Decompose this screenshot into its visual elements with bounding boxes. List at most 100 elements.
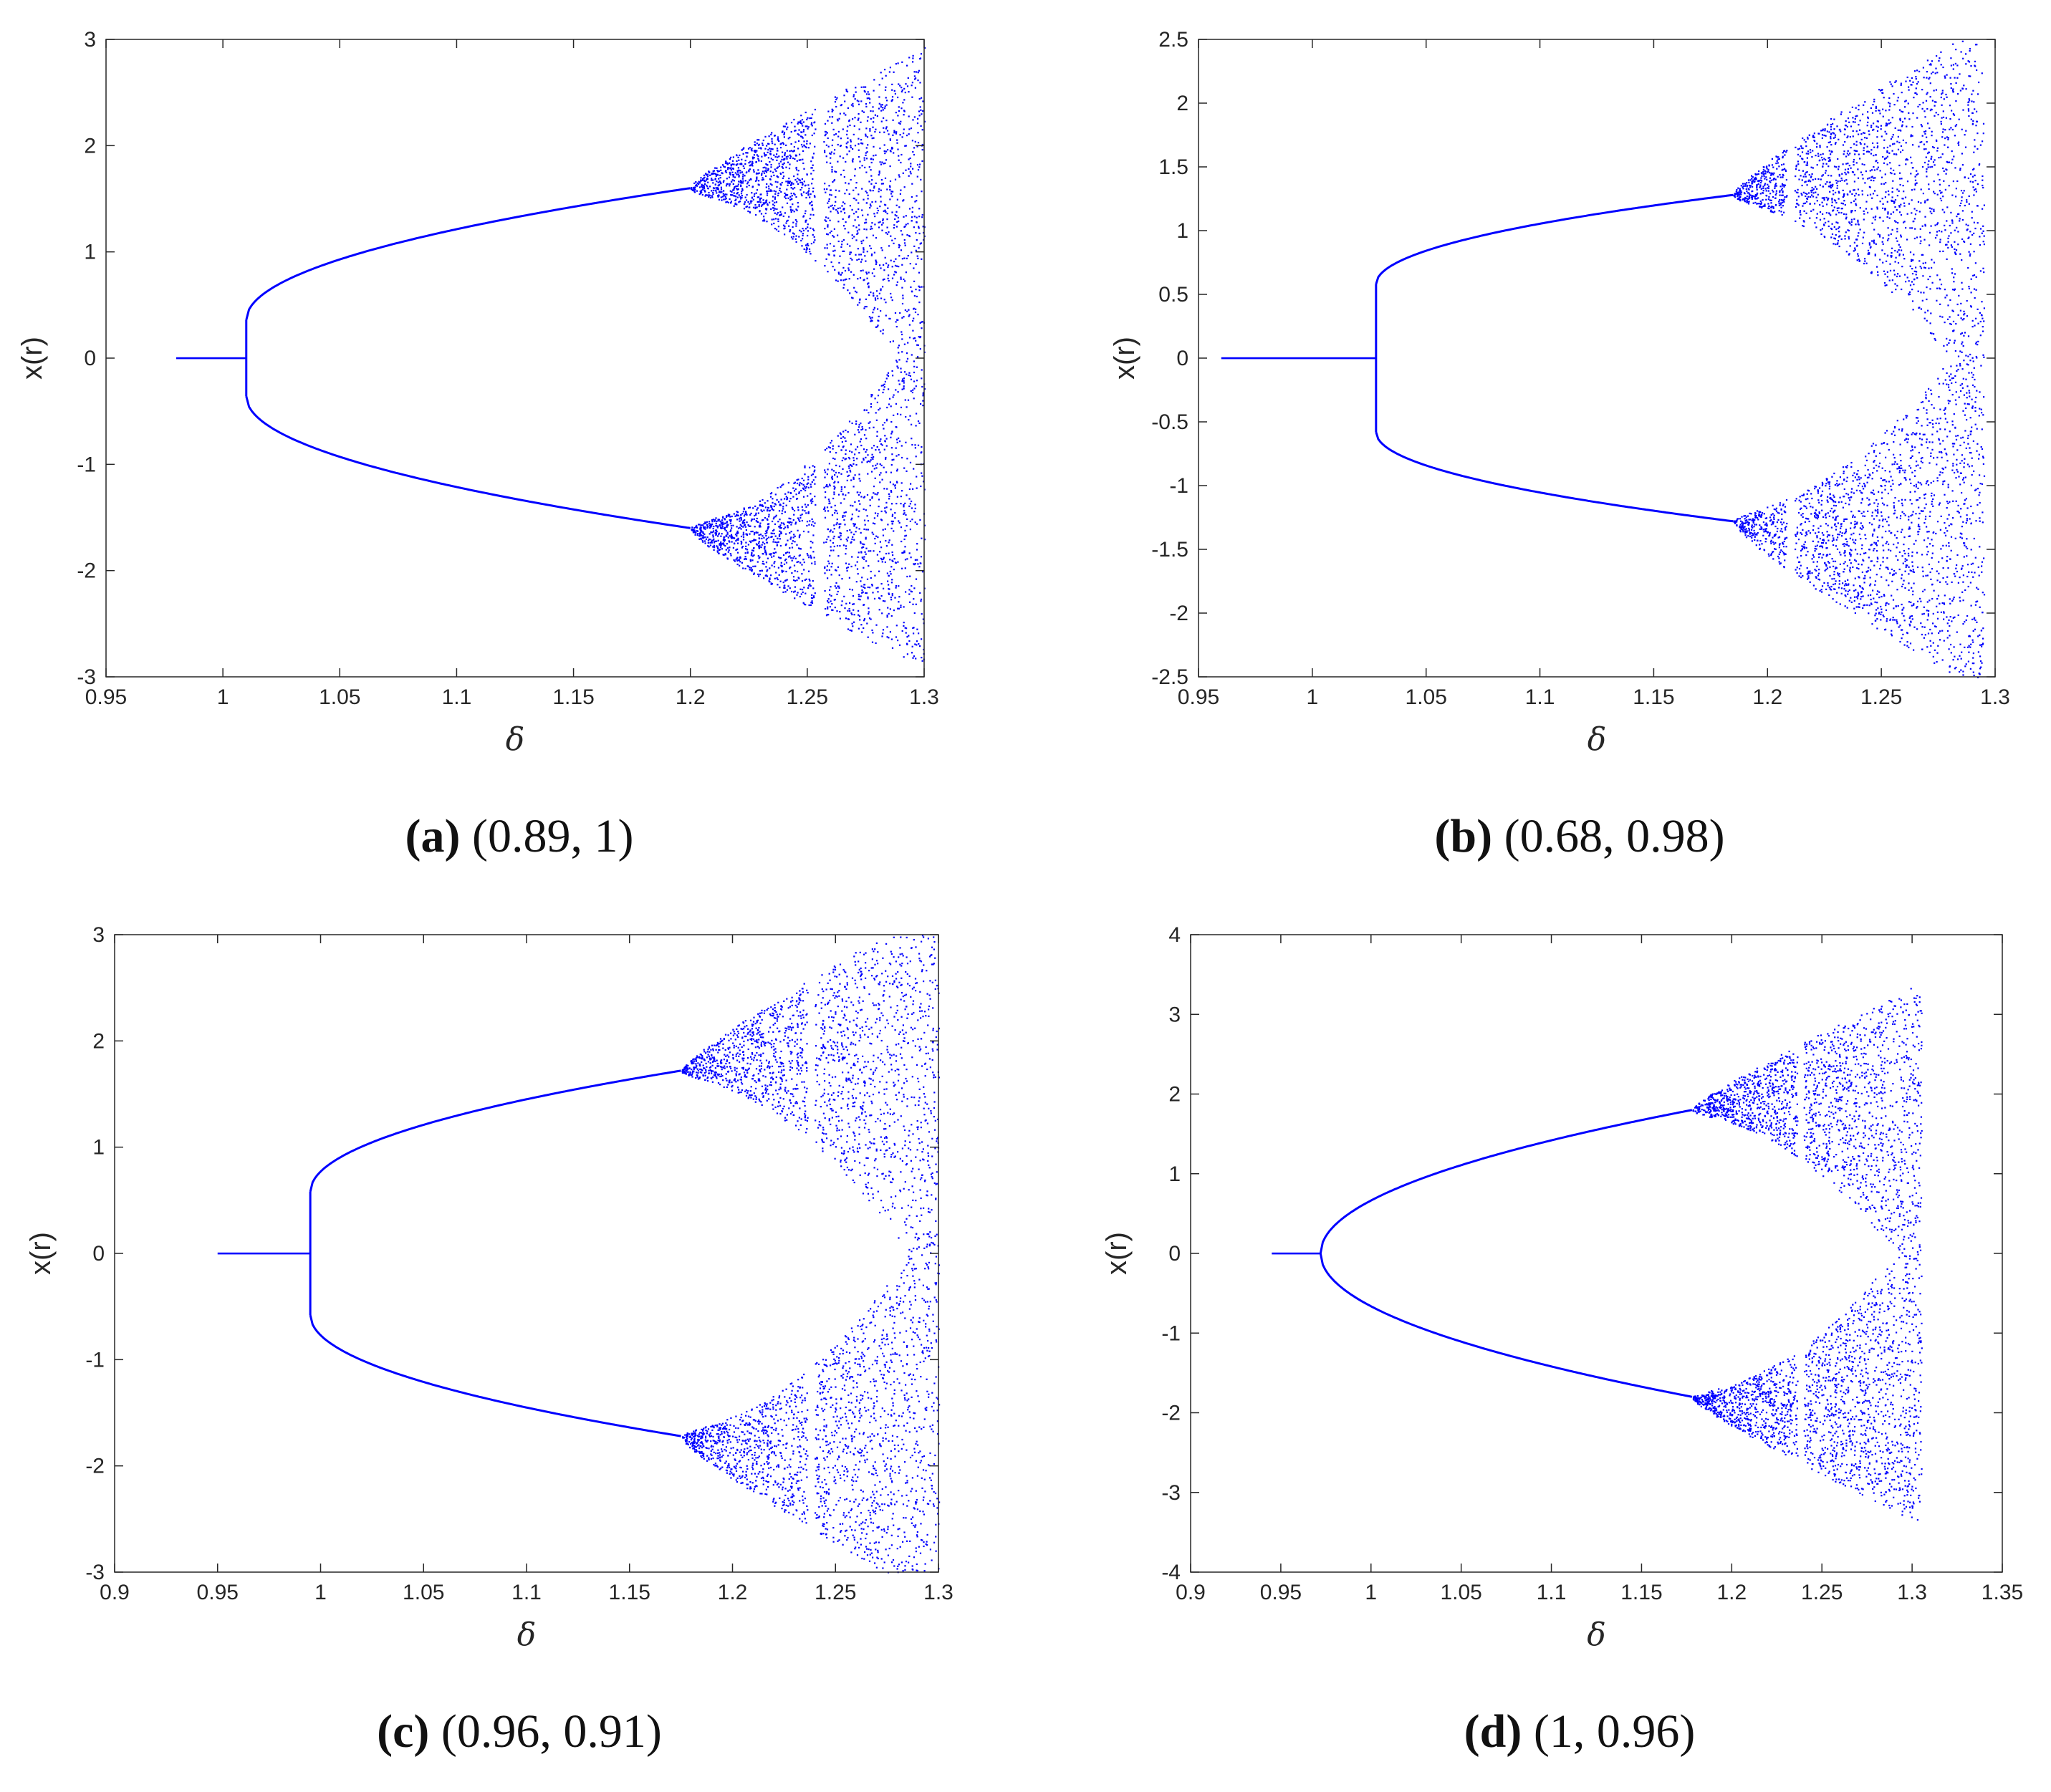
data-point <box>744 163 746 165</box>
data-point <box>826 473 828 476</box>
data-point <box>809 218 811 220</box>
data-point <box>1944 408 1946 410</box>
data-point <box>914 643 916 645</box>
data-point <box>859 440 861 443</box>
data-point <box>714 540 716 542</box>
data-point <box>771 583 774 585</box>
data-point <box>870 403 873 405</box>
data-point <box>871 394 873 396</box>
data-point <box>723 195 725 197</box>
data-point <box>1844 605 1846 607</box>
data-point <box>870 319 873 322</box>
data-point <box>843 511 845 514</box>
data-point <box>1934 662 1936 664</box>
data-point <box>809 520 811 522</box>
data-point <box>1828 157 1830 159</box>
data-point <box>1781 513 1783 516</box>
data-point <box>864 524 866 526</box>
data-point <box>1803 505 1805 507</box>
data-point <box>1958 141 1960 143</box>
data-point <box>814 483 816 485</box>
data-point <box>845 189 848 191</box>
data-point <box>744 556 746 558</box>
data-point <box>1864 474 1866 476</box>
data-point <box>843 498 845 500</box>
data-point <box>704 528 706 530</box>
data-point <box>722 542 724 544</box>
data-point <box>1928 77 1931 79</box>
data-point <box>888 403 890 405</box>
data-point <box>904 226 906 228</box>
data-point <box>838 261 840 264</box>
data-point <box>809 466 811 468</box>
data-point <box>1906 76 1908 79</box>
data-point <box>733 195 735 197</box>
data-point <box>761 569 763 572</box>
data-point <box>833 134 835 136</box>
data-point <box>793 193 795 195</box>
data-point <box>850 145 852 147</box>
data-point <box>885 127 887 130</box>
data-point <box>711 541 713 544</box>
data-point <box>777 175 779 178</box>
data-point <box>918 232 921 235</box>
data-point <box>843 95 845 97</box>
data-point <box>813 236 815 238</box>
data-point <box>867 596 869 598</box>
data-point <box>824 135 826 137</box>
data-point <box>761 510 763 513</box>
data-point <box>1974 227 1976 230</box>
data-point <box>908 640 911 642</box>
data-point <box>777 567 779 569</box>
data-point <box>1739 524 1742 526</box>
data-point <box>911 196 913 198</box>
data-point <box>782 142 784 144</box>
data-point <box>863 251 865 253</box>
data-point <box>1854 612 1856 615</box>
data-point <box>1842 466 1845 468</box>
data-point <box>850 139 852 141</box>
data-point <box>834 474 836 476</box>
data-point <box>913 398 915 400</box>
data-point <box>1966 463 1969 466</box>
data-point <box>1974 297 1976 299</box>
data-point <box>704 526 706 529</box>
data-point <box>698 535 701 537</box>
data-point <box>1951 272 1954 274</box>
data-point <box>876 463 878 465</box>
data-point <box>768 526 770 528</box>
data-point <box>758 557 760 559</box>
data-point <box>740 184 742 186</box>
data-point <box>780 532 782 534</box>
data-point <box>767 186 770 188</box>
data-point <box>744 514 746 516</box>
data-point <box>809 117 811 120</box>
data-point <box>733 188 735 190</box>
data-point <box>812 580 814 582</box>
data-point <box>729 162 731 164</box>
data-point <box>740 182 742 184</box>
data-point <box>714 173 716 175</box>
data-point <box>868 550 870 552</box>
data-point <box>1821 585 1824 587</box>
data-point <box>802 238 804 240</box>
data-point <box>782 125 784 127</box>
data-point <box>724 522 726 524</box>
data-point <box>789 157 792 159</box>
data-point <box>848 150 850 153</box>
data-point <box>901 136 903 138</box>
data-point <box>1956 554 1959 557</box>
data-point <box>795 225 797 227</box>
data-point <box>865 271 868 274</box>
data-point <box>752 539 755 541</box>
upper-branch <box>1375 193 1734 285</box>
data-point <box>1821 228 1823 230</box>
data-point <box>1917 487 1919 489</box>
data-point <box>774 541 777 544</box>
data-point <box>1878 466 1880 468</box>
data-point <box>1873 166 1875 168</box>
data-point <box>890 471 893 473</box>
data-point <box>737 183 739 186</box>
data-point <box>1931 208 1933 210</box>
data-point <box>868 607 870 610</box>
